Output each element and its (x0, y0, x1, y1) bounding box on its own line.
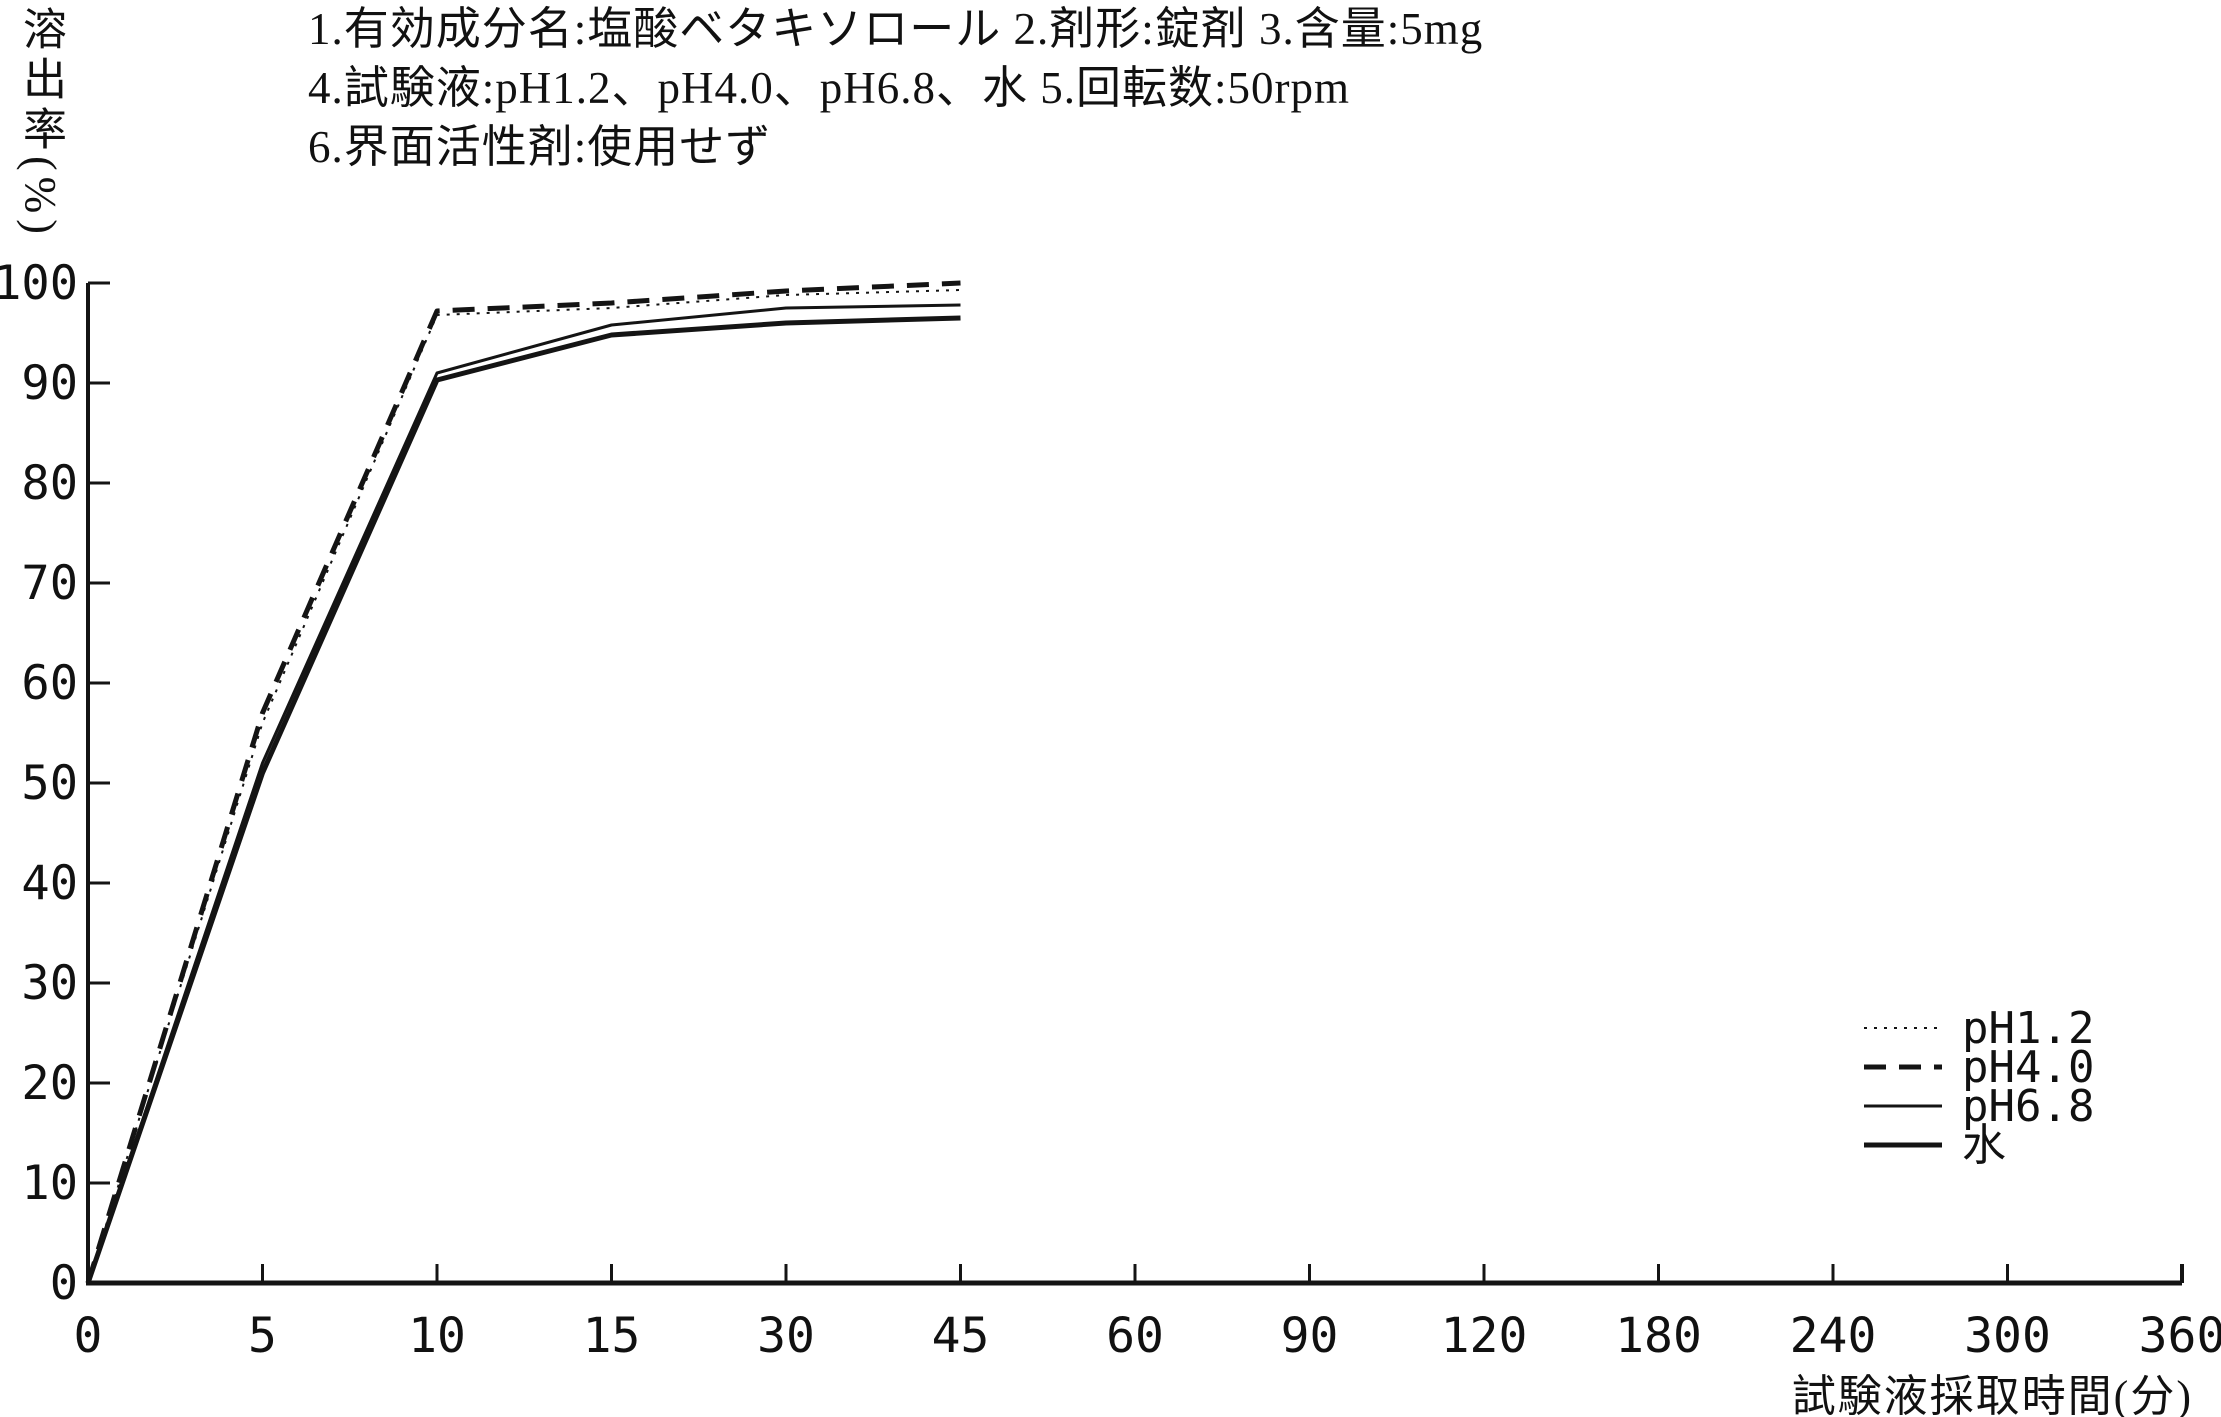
y-tick-label: 20 (21, 1056, 78, 1111)
x-tick-label: 120 (1441, 1308, 1528, 1364)
x-tick-label: 180 (1615, 1308, 1702, 1364)
legend-item-label: pH1.2 (1962, 1003, 2094, 1054)
x-tick-label: 60 (1106, 1308, 1164, 1364)
condition-line-1: 1.有効成分名:塩酸ベタキソロール 2.剤形:錠剤 3.含量:5mg (308, 4, 1484, 54)
y-tick-label: 10 (21, 1156, 78, 1211)
series-line-solid-thin (86, 303, 961, 1284)
y-axis-label: 溶出率(%) (16, 6, 65, 240)
x-tick-label: 10 (408, 1308, 466, 1364)
y-tick-label: 40 (21, 856, 78, 911)
condition-line-2: 4.試験液:pH1.2、pH4.0、pH6.8、水 5.回転数:50rpm (308, 63, 1350, 113)
legend-item-label: pH6.8 (1962, 1081, 2094, 1132)
y-tick-label: 50 (21, 756, 78, 811)
x-tick-label: 5 (248, 1308, 277, 1364)
y-tick-label: 60 (21, 656, 78, 711)
x-tick-label: 240 (1790, 1308, 1877, 1364)
y-tick-label: 100 (0, 256, 78, 311)
series-line-solid-thick (85, 315, 961, 1284)
x-tick-label: 30 (757, 1308, 815, 1364)
x-tick-label: 90 (1281, 1308, 1339, 1364)
x-axis-label: 試験液採取時間(分) (1791, 1372, 2193, 1417)
y-tick-label: 0 (50, 1256, 78, 1311)
x-tick-label: 45 (932, 1308, 990, 1364)
y-tick-label: 80 (21, 456, 78, 511)
legend-item-label: 水 (1962, 1121, 2006, 1170)
x-tick-label: 15 (583, 1308, 641, 1364)
series-line-dotted (87, 289, 961, 1284)
series-line-dashed (85, 280, 961, 1284)
y-tick-label: 30 (21, 956, 78, 1011)
y-tick-label: 70 (21, 556, 78, 611)
condition-line-3: 6.界面活性剤:使用せず (308, 122, 772, 172)
y-tick-label: 90 (21, 356, 78, 411)
x-tick-label: 300 (1964, 1308, 2051, 1364)
test-conditions: 1.有効成分名:塩酸ベタキソロール 2.剤形:錠剤 3.含量:5mg 4.試験液… (308, 0, 1483, 177)
x-tick-label: 360 (2139, 1308, 2221, 1364)
x-tick-label: 0 (74, 1308, 103, 1364)
legend-item-label: pH4.0 (1962, 1042, 2094, 1093)
